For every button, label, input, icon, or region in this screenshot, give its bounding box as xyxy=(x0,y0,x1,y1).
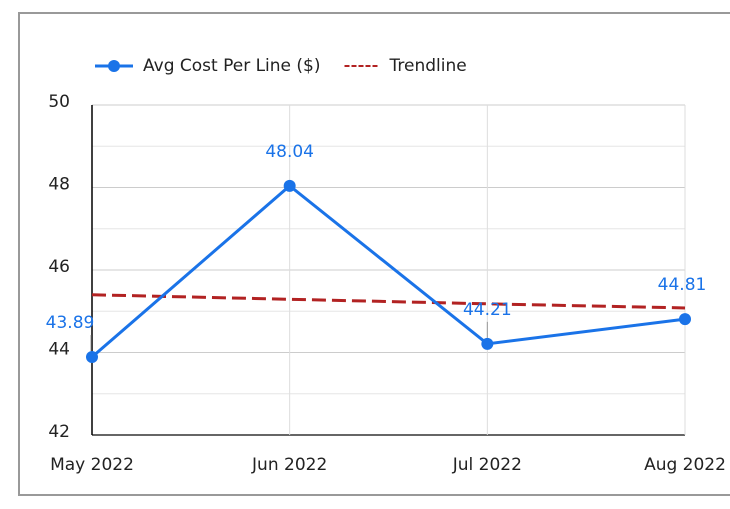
data-label: 44.21 xyxy=(463,300,512,320)
y-tick-label: 46 xyxy=(48,257,70,277)
data-line xyxy=(91,183,686,359)
x-tick-label: Jun 2022 xyxy=(251,455,327,475)
data-label: 44.81 xyxy=(658,275,707,295)
y-tick-label: 50 xyxy=(48,92,70,112)
y-tick-label: 42 xyxy=(48,422,70,442)
y-tick-label: 48 xyxy=(48,175,70,195)
legend-label: Trendline xyxy=(389,56,467,76)
x-tick-label: Jul 2022 xyxy=(452,455,522,475)
data-label: 48.04 xyxy=(265,142,314,162)
data-label: 43.89 xyxy=(46,313,95,333)
legend-marker xyxy=(108,60,120,72)
y-tick-label: 44 xyxy=(48,340,70,360)
x-tick-label: May 2022 xyxy=(50,455,134,475)
data-point xyxy=(283,179,296,192)
data-point xyxy=(481,337,494,350)
data-point xyxy=(679,313,691,326)
data-point xyxy=(86,351,98,364)
legend-label: Avg Cost Per Line ($) xyxy=(143,56,321,76)
x-tick-label: Aug 2022 xyxy=(644,455,726,475)
